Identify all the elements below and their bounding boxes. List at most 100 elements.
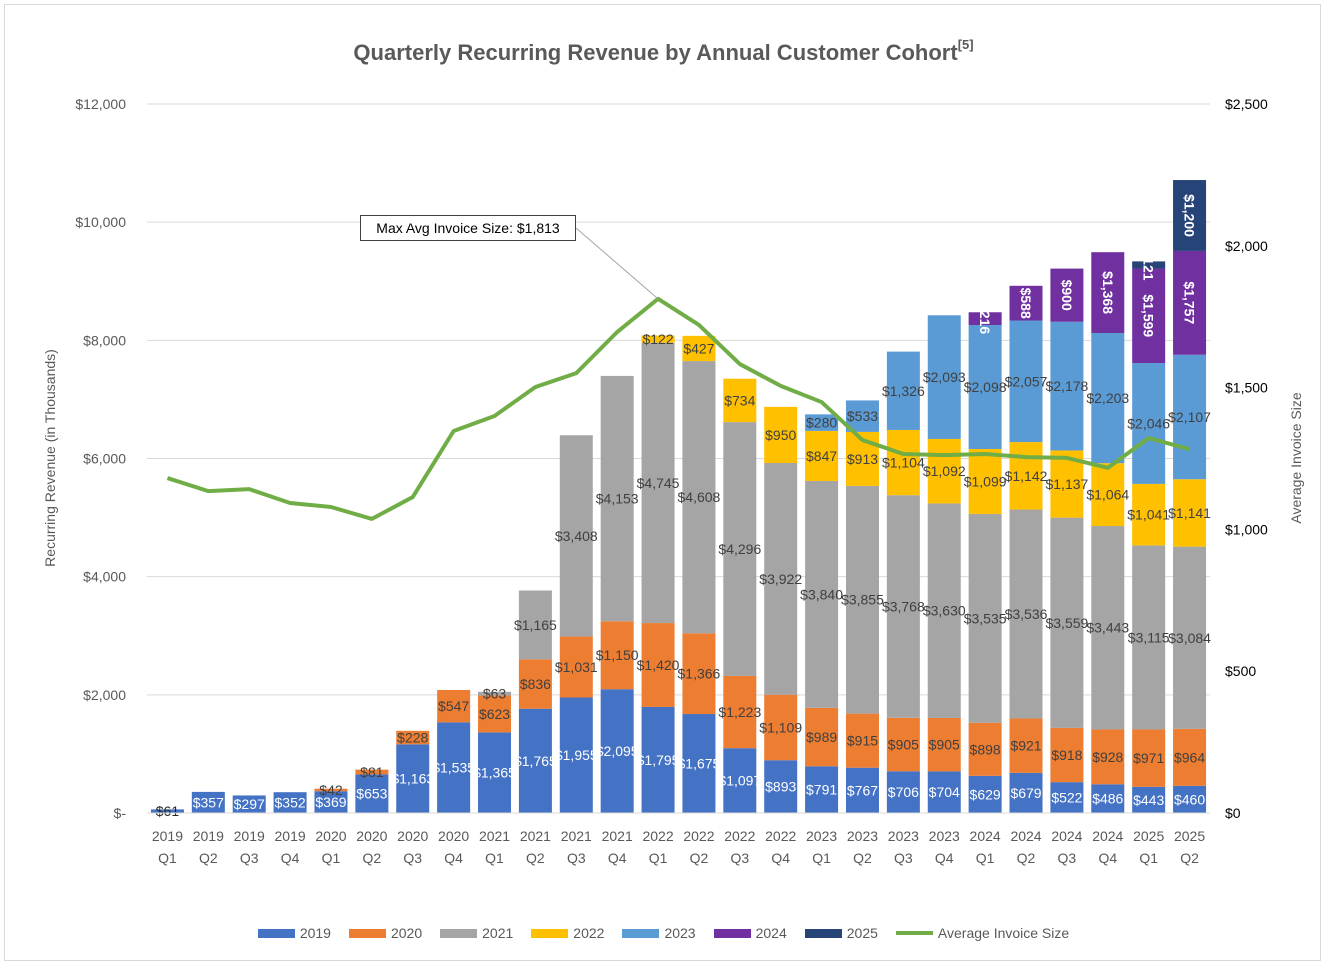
data-label-2020: $928: [1092, 749, 1123, 765]
x-tick-year: 2023: [929, 828, 960, 844]
x-tick-quarter: Q3: [240, 850, 259, 866]
x-tick-quarter: Q2: [1180, 850, 1199, 866]
data-label-2020: $1,366: [678, 666, 721, 682]
bar-2023-2023-Q2: [845, 400, 879, 432]
bar-2021-2021-Q4: [600, 375, 634, 622]
x-tick-year: 2021: [602, 828, 633, 844]
y2-tick-label: $0: [1225, 805, 1241, 821]
bar-2021-2021-Q1: [478, 691, 512, 696]
data-label-2020: $915: [847, 733, 878, 749]
data-label-2020: $905: [888, 737, 919, 753]
bar-2020-2023-Q2: [845, 713, 879, 768]
legend-label: Average Invoice Size: [937, 925, 1070, 941]
bar-2020-2020-Q3: [396, 730, 430, 745]
legend-item-2023: 2023: [622, 925, 696, 941]
bar-2021-2025-Q1: [1132, 545, 1166, 730]
data-label-2023: $2,057: [1005, 373, 1048, 389]
bar-2020-2020-Q4: [437, 689, 471, 723]
legend-item-2024: 2024: [713, 925, 787, 941]
x-tick-year: 2019: [152, 828, 183, 844]
bar-2021-2021-Q2: [518, 590, 552, 660]
x-tick-year: 2024: [1010, 828, 1041, 844]
data-label-2019: $443: [1133, 792, 1164, 808]
data-label-2020: $1,109: [759, 719, 802, 735]
x-tick-quarter: Q1: [485, 850, 504, 866]
bar-2021-2024-Q3: [1050, 517, 1084, 728]
data-label-2022: $122: [642, 331, 673, 347]
x-tick-year: 2023: [888, 828, 919, 844]
x-tick-year: 2022: [724, 828, 755, 844]
bar-2023-2024-Q3: [1050, 321, 1084, 451]
x-tick-quarter: Q1: [976, 850, 995, 866]
data-label-2022: $1,092: [923, 463, 966, 479]
bar-2025-2025-Q2: [1173, 180, 1207, 251]
bar-2024-2024-Q3: [1050, 268, 1084, 322]
bar-2019-2021-Q2: [518, 708, 552, 813]
legend-swatch: [348, 928, 386, 938]
data-label-2024: $1,599: [1141, 294, 1157, 337]
x-tick-quarter: Q3: [894, 850, 913, 866]
x-tick-quarter: Q3: [403, 850, 422, 866]
data-label-2019: $1,675: [678, 756, 721, 772]
x-tick-year: 2022: [683, 828, 714, 844]
bar-2020-2020-Q2: [355, 769, 389, 775]
bar-2023-2023-Q3: [886, 351, 920, 430]
bar-2023-2023-Q4: [927, 315, 961, 439]
data-label-2020: $971: [1133, 750, 1164, 766]
data-label-2021: $4,608: [678, 489, 721, 505]
y-tick-label: $4,000: [83, 569, 126, 585]
x-tick-year: 2025: [1174, 828, 1205, 844]
legend-swatch: [622, 928, 660, 938]
bar-2021-2022-Q4: [764, 462, 798, 695]
bar-2021-2022-Q1: [641, 342, 675, 624]
bar-2019-2023-Q3: [886, 771, 920, 813]
bar-2021-2022-Q3: [723, 422, 757, 676]
data-label-2024: $1,757: [1182, 281, 1198, 324]
data-label-2021: $1,165: [514, 617, 557, 633]
legend-label: 2021: [482, 925, 514, 941]
x-tick-year: 2020: [397, 828, 428, 844]
bar-2021-2023-Q2: [845, 485, 879, 714]
bar-2020-2021-Q4: [600, 621, 634, 690]
legend: 2019 2020 2021 2022 2023 2024 2025 Average Invo…: [0, 925, 1327, 941]
bar-2019-2023-Q4: [927, 771, 961, 813]
data-label-2021: $3,536: [1005, 606, 1048, 622]
data-label-2022: $1,104: [882, 455, 925, 471]
bar-2020-2024-Q4: [1091, 729, 1125, 785]
data-label-2022: $734: [724, 392, 755, 408]
bar-2021-2024-Q4: [1091, 526, 1125, 730]
x-tick-year: 2019: [193, 828, 224, 844]
bar-2020-2021-Q3: [559, 636, 593, 698]
title-footnote: [5]: [957, 37, 974, 52]
y2-tick-label: $500: [1225, 663, 1256, 679]
data-label-2019: $352: [275, 795, 306, 811]
data-label-2021: $63: [483, 686, 507, 702]
x-tick-quarter: Q4: [771, 850, 790, 866]
data-label-2022: $1,137: [1045, 476, 1088, 492]
x-tick-year: 2023: [806, 828, 837, 844]
bar-2024-2025-Q2: [1173, 250, 1207, 355]
data-label-2021: $4,153: [596, 491, 639, 507]
bar-2019-2021-Q3: [559, 697, 593, 813]
data-label-2021: $3,768: [882, 599, 925, 615]
data-label-2023: $2,178: [1045, 378, 1088, 394]
data-label-2019: $297: [234, 796, 265, 812]
data-label-2020: $836: [520, 676, 551, 692]
data-label-2019: $460: [1174, 791, 1205, 807]
x-tick-quarter: Q1: [1139, 850, 1158, 866]
y2-tick-label: $2,500: [1225, 96, 1268, 112]
bar-2023-2023-Q1: [805, 414, 839, 431]
data-label-2023: $2,098: [964, 379, 1007, 395]
legend-label: 2025: [846, 925, 878, 941]
data-label-2023: $533: [847, 408, 878, 424]
legend-label: 2023: [664, 925, 696, 941]
bar-2022-2023-Q4: [927, 438, 961, 504]
x-tick-quarter: Q2: [690, 850, 709, 866]
bar-2020-2022-Q3: [723, 675, 757, 749]
x-tick-quarter: Q2: [853, 850, 872, 866]
legend-label: 2020: [390, 925, 423, 941]
y2-tick-label: $1,500: [1225, 380, 1268, 396]
bar-2022-2022-Q3: [723, 378, 757, 423]
data-label-2020: $81: [360, 764, 384, 780]
data-label-2023: $2,107: [1168, 409, 1211, 425]
